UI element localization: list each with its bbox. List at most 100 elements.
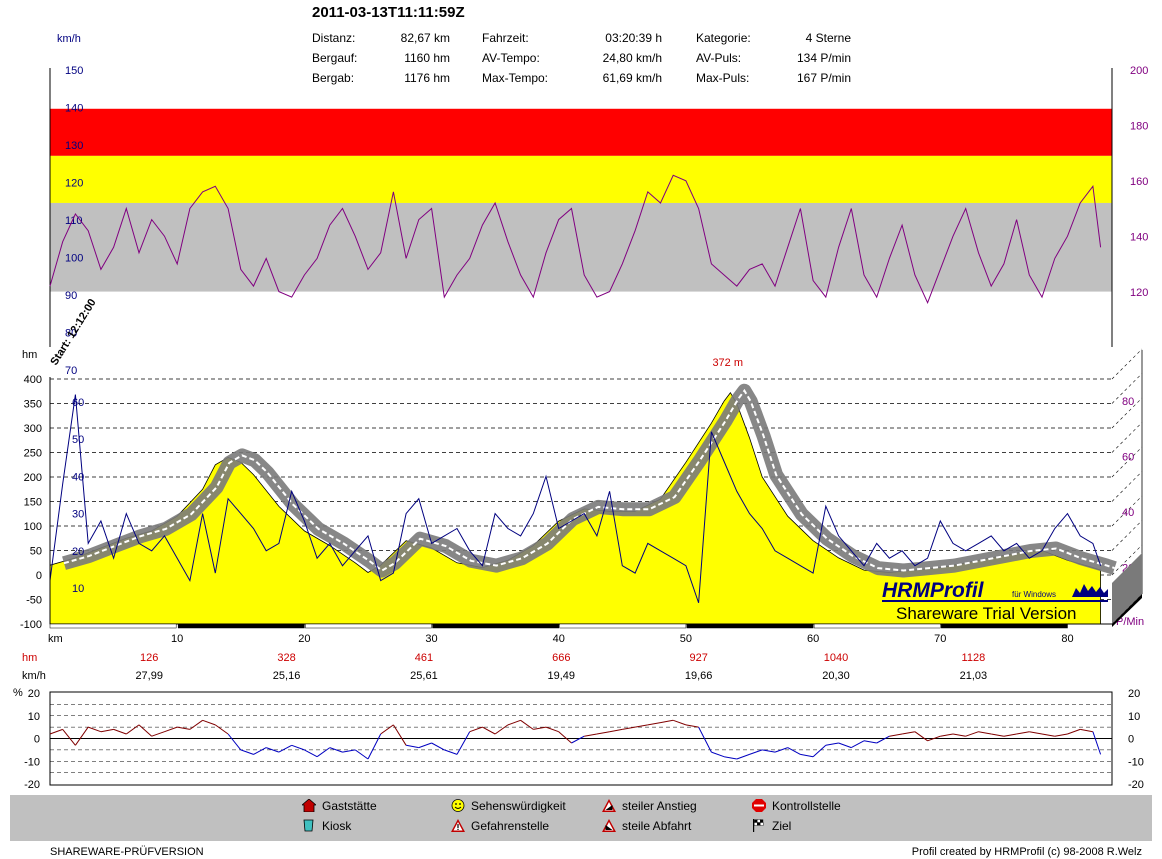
gradient-segment [1003, 733, 1017, 737]
perspective-gridline [1111, 495, 1143, 527]
altitude-tick-label: 250 [24, 448, 42, 460]
gradient-segment [838, 742, 852, 749]
gradient-segment [406, 744, 419, 749]
gradient-segment [88, 726, 102, 733]
speed-tick-label: 130 [65, 140, 83, 152]
footer-shareware: SHAREWARE-PRÜFVERSION [50, 846, 204, 858]
cup-icon [303, 819, 314, 832]
legend-label: Ziel [772, 819, 792, 833]
gradient-segment [456, 731, 471, 755]
gradient-segment [74, 726, 89, 746]
gradient-panel: % 20 20 10 10 0 0 -10 -10 -20 -20 [13, 687, 1144, 791]
gradient-segment [49, 728, 63, 735]
perspective-gridline [1111, 422, 1143, 453]
summary-hm-label: hm [22, 652, 37, 664]
gradient-tick-label: 10 [28, 711, 40, 723]
altitude-tick-label: 0 [36, 570, 42, 582]
altitude-tick-label: 200 [24, 472, 42, 484]
stat-value: 4 Sterne [805, 31, 851, 45]
legend-label: Kontrollstelle [772, 799, 841, 813]
speed-tick-label: 60 [72, 397, 84, 409]
gradient-segment [800, 753, 814, 758]
summary-hm-value: 1040 [824, 652, 848, 664]
stat-label: Distanz: [312, 31, 356, 45]
gradient-segment [571, 735, 585, 744]
gradient-segment [596, 731, 610, 735]
gradient-segment [774, 747, 788, 753]
gradient-segment [545, 726, 559, 733]
stat-value: 1160 hm [404, 51, 450, 65]
speed-tick-label: 90 [65, 290, 77, 302]
gradient-segment [876, 735, 890, 744]
gradient-segment [584, 733, 597, 737]
stat-label: Kategorie: [696, 31, 751, 45]
legend-item: Gaststätte [302, 799, 377, 813]
pulse-tick-label: 40 [1122, 507, 1134, 519]
legend-item: Ziel [752, 819, 791, 833]
gradient-segment [138, 724, 153, 737]
km-bar-segment [49, 623, 177, 629]
km-tick-label: 20 [298, 633, 310, 645]
gradient-segment [698, 726, 712, 753]
km-tick-label: 70 [934, 633, 946, 645]
gradient-segment [863, 740, 877, 744]
pulse-tick-label: 140 [1130, 232, 1148, 244]
finish-flag-icon [753, 819, 764, 832]
perspective-gridline [1111, 544, 1143, 576]
gradient-segment [1016, 731, 1030, 735]
speed-ticks-lower: 60 50 40 30 20 10 [72, 397, 84, 595]
summary-kmh-row: 27,99 25,16 25,61 19,49 19,66 20,30 21,03 [135, 670, 987, 682]
logo-sub: für Windows [1012, 590, 1056, 599]
km-tick-label: 40 [553, 633, 565, 645]
altitude-tick-label: 300 [24, 423, 42, 435]
gradient-segment [62, 729, 76, 746]
footer-copyright: Profil created by HRMProfil (c) 98-2008 … [911, 846, 1142, 858]
chart-title: 2011-03-13T11:11:59Z [312, 4, 465, 21]
pulse-ticks-lower: 80604020 [1122, 396, 1134, 575]
stat-value: 134 P/min [796, 51, 851, 65]
gradient-segment [113, 728, 127, 735]
gradient-axis-label: % [13, 687, 23, 699]
legend-label: Gefahrenstelle [471, 819, 550, 833]
gradient-frame [49, 691, 1113, 786]
gradient-segment [278, 744, 292, 753]
gradient-segment [851, 740, 865, 749]
pulse-tick-label: 60 [1122, 452, 1134, 464]
gradient-segment [1080, 728, 1093, 733]
gradient-segment [622, 726, 636, 730]
gradient-segment [1092, 731, 1102, 755]
gradient-segment [812, 744, 827, 758]
altitude-tick-label: 350 [24, 399, 42, 411]
gradient-tick-label: -10 [24, 756, 40, 768]
gradient-segment [431, 742, 445, 751]
altitude-ticks: 400 350 300 250 200 150 100 50 0 -50 -100 [20, 374, 42, 631]
gradient-segment [177, 726, 190, 730]
gradient-segment [164, 726, 178, 733]
summary-kmh-value: 25,16 [273, 670, 301, 682]
summary-hm-value: 328 [277, 652, 295, 664]
gradient-lines [49, 719, 1102, 760]
summary-hm-row: 126 328 461 666 927 1040 1128 [140, 652, 985, 664]
gradient-segment [711, 751, 725, 758]
start-label: Start: 12:12:00 [48, 297, 98, 368]
gradient-segment [418, 742, 432, 749]
gradient-segment [609, 728, 623, 733]
gradient-segment [749, 749, 763, 755]
gradient-tick-label: -10 [1128, 756, 1144, 768]
gradient-segment [685, 724, 699, 728]
pulse-tick-label: 160 [1130, 176, 1148, 188]
gradient-segment [329, 747, 343, 753]
legend-item: Kontrollstelle [752, 799, 841, 813]
pulse-tick-label: 200 [1130, 65, 1148, 77]
gradient-segment [354, 749, 369, 760]
summary-hm-value: 126 [140, 652, 158, 664]
km-tick-label: 50 [680, 633, 692, 645]
gradient-segment [100, 728, 114, 733]
pulse-tick-label: 180 [1130, 121, 1148, 133]
legend-item: Sehenswürdigkeit [451, 799, 566, 813]
stat-label: Fahrzeit: [482, 31, 529, 45]
stat-value: 03:20:39 h [605, 31, 662, 45]
summary-hm-value: 1128 [962, 652, 986, 664]
pulse-tick-label: 120 [1130, 287, 1148, 299]
